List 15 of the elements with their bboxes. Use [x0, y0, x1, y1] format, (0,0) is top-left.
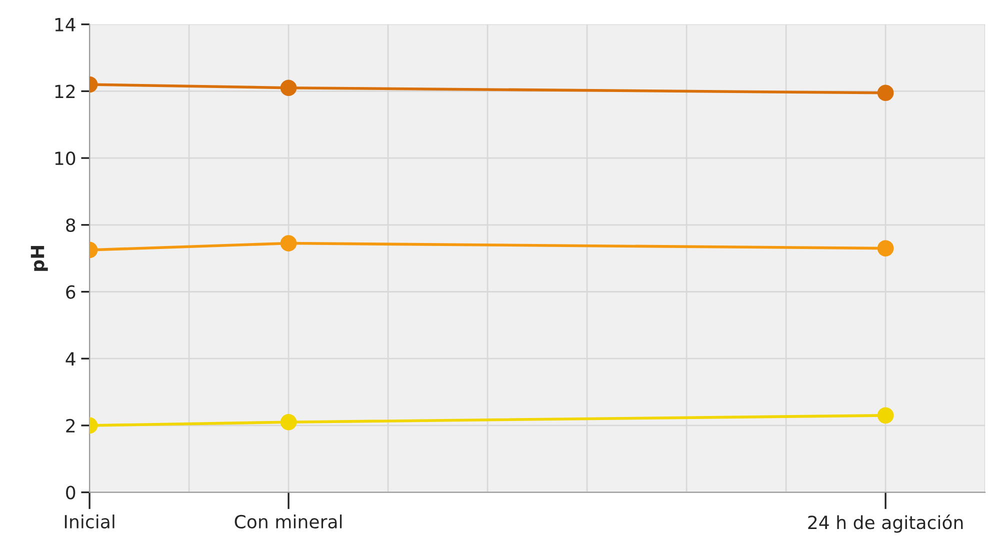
- y-tick-label: 4: [66, 352, 76, 366]
- y-tick-label: 6: [66, 285, 76, 299]
- y-tick-label: 2: [66, 418, 75, 432]
- point: [877, 84, 894, 102]
- y-tick-label: 10: [55, 152, 76, 166]
- y-axis-title: pH: [30, 246, 48, 271]
- y-tick-label: 0: [66, 486, 76, 500]
- x-tick-label: Con mineral: [234, 514, 342, 529]
- point: [877, 407, 894, 424]
- x-tick-label: 24 h de agitación: [808, 514, 963, 533]
- x-tick-label: Inicial: [64, 514, 114, 529]
- y-tick-label: 12: [55, 84, 75, 98]
- point: [877, 240, 894, 256]
- y-tick-label: 8: [66, 218, 76, 232]
- y-tick-label: 14: [55, 18, 76, 32]
